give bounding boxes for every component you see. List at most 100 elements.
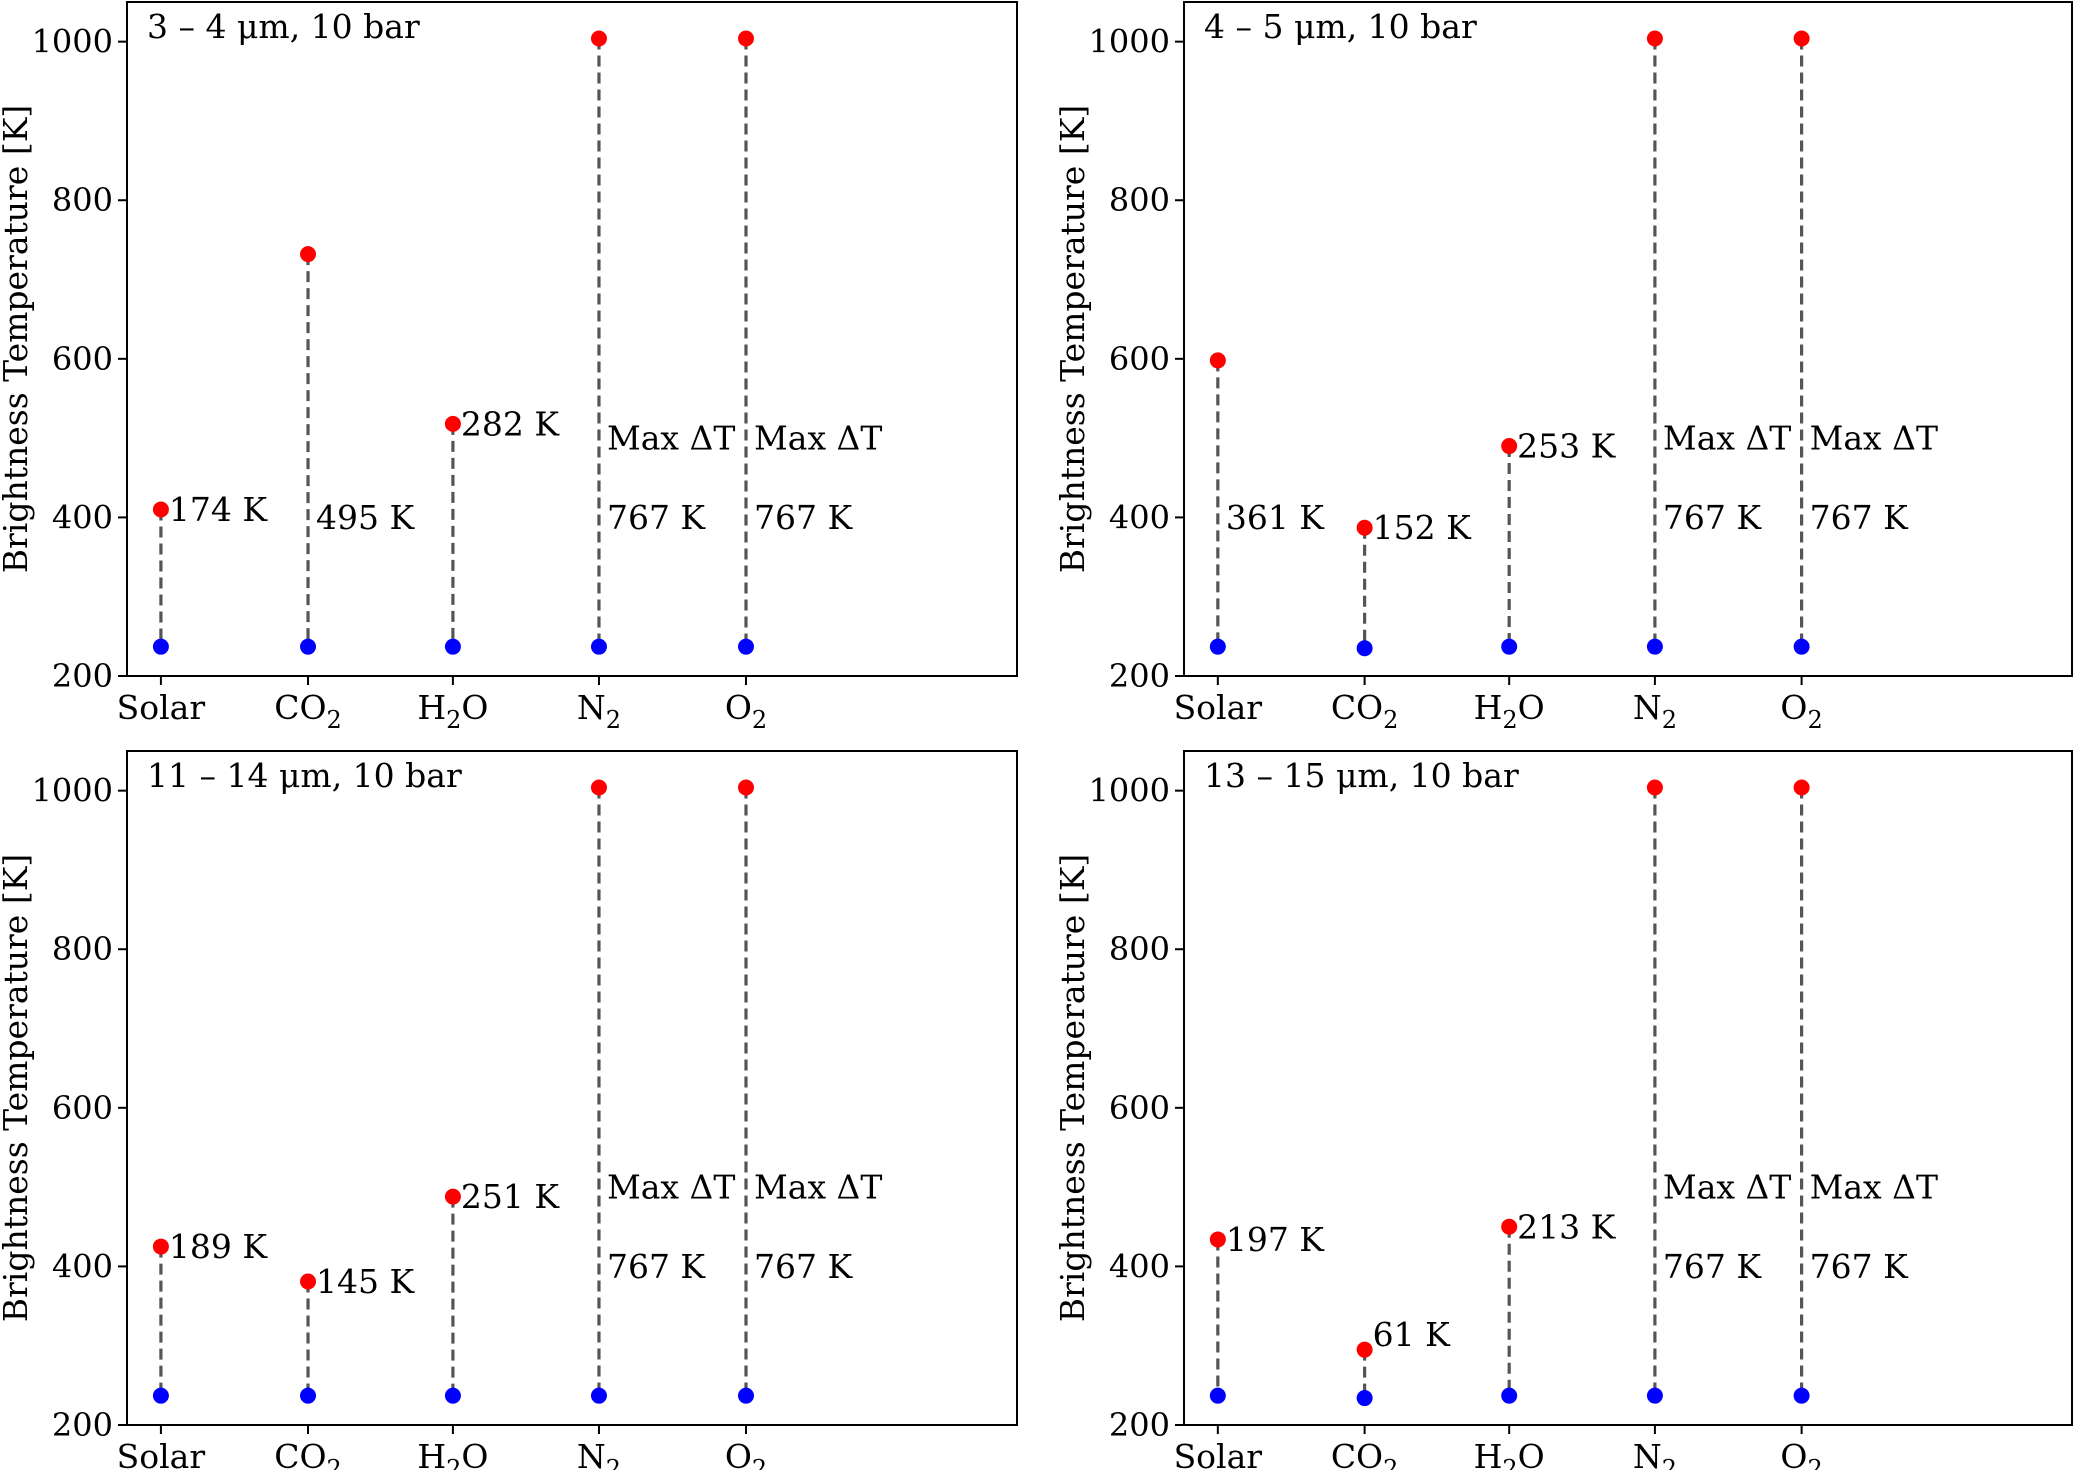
y-axis-label: Brightness Temperature [K] <box>1053 105 1092 573</box>
x-tick-label: Solar <box>117 688 206 727</box>
high-temp-point <box>1646 779 1663 796</box>
y-tick-label: 400 <box>1109 498 1170 536</box>
high-temp-point <box>1646 30 1663 47</box>
axes-frame <box>126 1 1018 677</box>
axes-frame <box>1183 750 2073 1426</box>
y-tick-label: 1000 <box>1089 772 1170 810</box>
y-tick-label: 400 <box>1109 1247 1170 1285</box>
panel-4: 200 400 600 800 1000 Brightness Temperature [… <box>1053 750 2073 1470</box>
delta-label: 767 K <box>607 498 706 537</box>
max-delta-label: Max ΔT <box>754 419 882 458</box>
high-temp-point <box>444 1188 461 1205</box>
y-tick-label: 600 <box>1109 340 1170 378</box>
max-delta-label: Max ΔT <box>1663 1168 1791 1207</box>
x-tick-label: CO2 <box>1331 1437 1399 1470</box>
high-temp-point <box>1356 519 1373 536</box>
high-temp-point <box>300 246 317 263</box>
x-tick-label: Solar <box>1174 688 1263 727</box>
high-temp-point <box>737 30 754 47</box>
high-temp-point <box>590 30 607 47</box>
low-temp-point <box>1646 1387 1663 1404</box>
high-temp-point <box>1356 1341 1373 1358</box>
x-tick-label: O2 <box>1780 688 1822 734</box>
delta-label: 361 K <box>1226 498 1325 537</box>
low-temp-point <box>1793 1387 1810 1404</box>
high-temp-point <box>1209 352 1226 369</box>
x-tick-label: CO2 <box>274 1437 342 1470</box>
delta-label: 495 K <box>316 498 415 537</box>
high-temp-point <box>1501 438 1518 455</box>
axes-frame <box>126 750 1018 1426</box>
x-tick-label: O2 <box>725 688 767 734</box>
low-temp-point <box>1501 638 1518 655</box>
delta-label: 282 K <box>461 404 560 443</box>
delta-label: 152 K <box>1373 508 1472 547</box>
low-temp-point <box>1209 1387 1226 1404</box>
panel-title: 4 – 5 μm, 10 bar <box>1204 7 1477 46</box>
x-tick-label: O2 <box>1780 1437 1822 1470</box>
max-delta-label: Max ΔT <box>1663 419 1791 458</box>
y-tick-label: 800 <box>52 930 113 968</box>
low-temp-point <box>1356 640 1373 657</box>
max-delta-label: Max ΔT <box>607 1168 735 1207</box>
delta-label: 61 K <box>1373 1315 1451 1354</box>
high-temp-point <box>590 779 607 796</box>
y-tick-label: 1000 <box>1089 23 1170 61</box>
delta-label: 251 K <box>461 1177 560 1216</box>
y-tick-label: 800 <box>1109 181 1170 219</box>
y-axis-label: Brightness Temperature [K] <box>0 854 35 1322</box>
x-tick-label: H2O <box>1474 1437 1545 1470</box>
low-temp-point <box>152 1387 169 1404</box>
low-temp-point <box>590 1387 607 1404</box>
y-tick-label: 200 <box>1109 657 1170 695</box>
x-tick-label: Solar <box>117 1437 206 1470</box>
delta-label: 767 K <box>754 498 853 537</box>
low-temp-point <box>1793 638 1810 655</box>
x-tick-label: CO2 <box>274 688 342 734</box>
low-temp-point <box>737 638 754 655</box>
low-temp-point <box>152 638 169 655</box>
x-tick-label: N2 <box>577 1437 621 1470</box>
y-tick-label: 400 <box>52 1247 113 1285</box>
low-temp-point <box>300 1387 317 1404</box>
delta-label: 767 K <box>1810 498 1909 537</box>
y-tick-label: 600 <box>1109 1089 1170 1127</box>
delta-label: 767 K <box>754 1247 853 1286</box>
low-temp-point <box>300 638 317 655</box>
x-tick-label: N2 <box>1633 688 1677 734</box>
panel-2: 200 400 600 800 1000 Brightness Temperature [… <box>1053 1 2073 734</box>
low-temp-point <box>737 1387 754 1404</box>
y-tick-label: 200 <box>52 1406 113 1444</box>
y-tick-label: 200 <box>52 657 113 695</box>
high-temp-point <box>152 1238 169 1255</box>
high-temp-point <box>152 501 169 518</box>
y-tick-label: 200 <box>1109 1406 1170 1444</box>
high-temp-point <box>300 1273 317 1290</box>
y-tick-label: 400 <box>52 498 113 536</box>
high-temp-point <box>1793 30 1810 47</box>
panel-title: 11 – 14 μm, 10 bar <box>147 756 462 795</box>
max-delta-label: Max ΔT <box>754 1168 882 1207</box>
high-temp-point <box>1793 779 1810 796</box>
x-tick-label: N2 <box>577 688 621 734</box>
delta-label: 213 K <box>1517 1207 1616 1246</box>
max-delta-label: Max ΔT <box>607 419 735 458</box>
low-temp-point <box>444 1387 461 1404</box>
panel-1: 200 400 600 800 1000 Brightness Temperature [… <box>0 1 1018 734</box>
high-temp-point <box>1501 1218 1518 1235</box>
axes-frame <box>1183 1 2073 677</box>
low-temp-point <box>444 638 461 655</box>
x-tick-label: O2 <box>725 1437 767 1470</box>
low-temp-point <box>1356 1390 1373 1407</box>
delta-label: 189 K <box>169 1227 268 1266</box>
low-temp-point <box>590 638 607 655</box>
panel-3: 200 400 600 800 1000 Brightness Temperature [… <box>0 750 1018 1470</box>
x-tick-label: CO2 <box>1331 688 1399 734</box>
y-tick-label: 800 <box>52 181 113 219</box>
delta-label: 174 K <box>169 490 268 529</box>
panel-title: 13 – 15 μm, 10 bar <box>1204 756 1519 795</box>
y-tick-label: 600 <box>52 1089 113 1127</box>
delta-label: 767 K <box>607 1247 706 1286</box>
high-temp-point <box>737 779 754 796</box>
